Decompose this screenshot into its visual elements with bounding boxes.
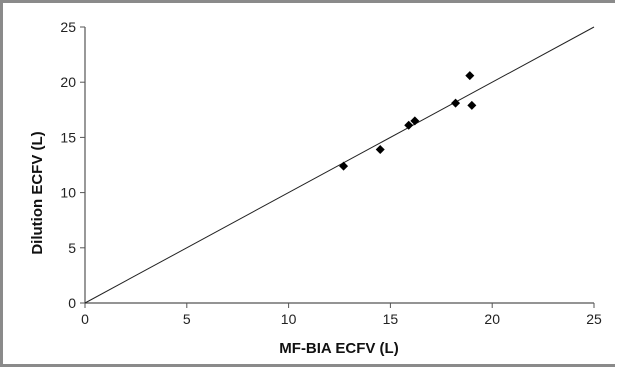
- y-tick-label: 20: [60, 74, 76, 90]
- identity-line: [84, 26, 595, 304]
- x-tick-label: 25: [586, 311, 602, 327]
- data-point: [465, 71, 475, 81]
- y-tick-label: 10: [60, 185, 76, 201]
- y-tick-label: 25: [60, 19, 76, 35]
- data-point: [467, 100, 477, 110]
- x-axis-label: MF-BIA ECFV (L): [279, 340, 398, 357]
- y-axis-label: Dilution ECFV (L): [29, 131, 46, 254]
- data-point: [339, 161, 349, 171]
- x-tick-label: 15: [383, 311, 399, 327]
- x-tick-label: 10: [281, 311, 297, 327]
- x-tick-label: 20: [484, 311, 500, 327]
- y-tick-label: 15: [60, 129, 76, 145]
- identity-line-layer: [84, 26, 595, 304]
- y-tick-label: 0: [68, 295, 76, 311]
- axes: 0 5 10 15 20 25 0 5 10 15 20 25: [60, 19, 602, 327]
- x-tick-label: 5: [183, 311, 191, 327]
- y-tick-label: 5: [68, 240, 76, 256]
- x-tick-label: 0: [81, 311, 89, 327]
- data-point: [451, 98, 461, 108]
- data-point: [404, 120, 414, 130]
- data-point: [375, 145, 385, 155]
- data-points: [339, 71, 477, 171]
- data-point: [410, 116, 420, 126]
